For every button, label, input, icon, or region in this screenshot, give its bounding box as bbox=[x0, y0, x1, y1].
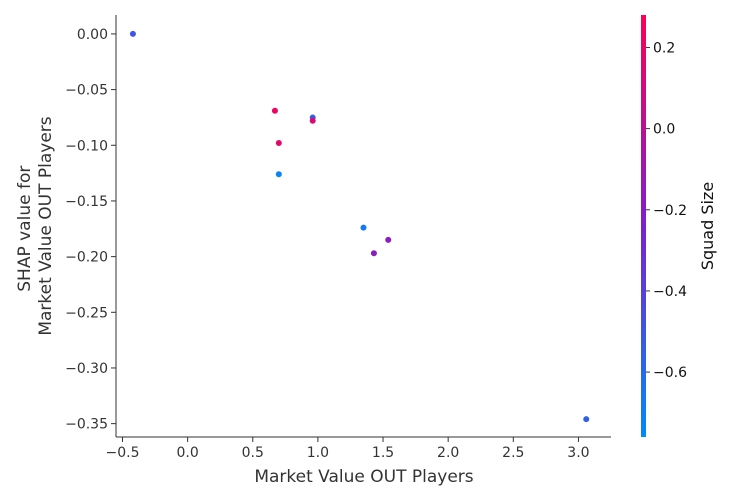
scatter-point bbox=[370, 250, 377, 257]
scatter-point bbox=[129, 30, 136, 37]
x-tick-label: 1.0 bbox=[307, 445, 329, 461]
scatter-point bbox=[385, 236, 392, 243]
colorbar-tick-label: 0.0 bbox=[653, 122, 675, 138]
colorbar-tick-label: 0.2 bbox=[653, 40, 675, 56]
y-tick-label: −0.35 bbox=[65, 417, 108, 433]
scatter-point bbox=[275, 171, 282, 178]
x-tick-label: 2.0 bbox=[437, 445, 459, 461]
y-axis-title-line-2: Market Value OUT Players bbox=[36, 116, 56, 335]
y-axis-title: SHAP value for Market Value OUT Players bbox=[15, 116, 56, 335]
scatter-point bbox=[275, 140, 282, 147]
scatter-point bbox=[360, 224, 367, 231]
scatter-point bbox=[309, 117, 316, 124]
scatter-point bbox=[583, 416, 590, 423]
x-tick-label: −0.5 bbox=[106, 445, 140, 461]
x-axis: −0.5 0.0 0.5 1.0 1.5 2.0 2.5 3.0 bbox=[106, 436, 611, 461]
y-tick-label: −0.20 bbox=[65, 250, 108, 266]
scatter-points bbox=[129, 30, 590, 423]
colorbar-tick-label: −0.2 bbox=[653, 203, 687, 219]
colorbar-tick-label: −0.4 bbox=[653, 284, 687, 300]
colorbar-gradient bbox=[641, 15, 646, 437]
y-tick-label: −0.05 bbox=[65, 83, 108, 99]
colorbar: 0.2 0.0 −0.2 −0.4 −0.6 Squad Size bbox=[641, 15, 717, 437]
colorbar-tick-label: −0.6 bbox=[653, 365, 687, 381]
y-tick-label: −0.30 bbox=[65, 361, 108, 377]
x-tick-label: 0.5 bbox=[242, 445, 264, 461]
y-axis: 0.00 −0.05 −0.10 −0.15 −0.20 −0.25 −0.30 −0.35 bbox=[65, 15, 117, 437]
y-tick-label: −0.25 bbox=[65, 305, 108, 321]
x-tick-label: 0.0 bbox=[177, 445, 199, 461]
x-tick-label: 1.5 bbox=[372, 445, 394, 461]
y-tick-label: 0.00 bbox=[77, 27, 108, 43]
colorbar-ticks: 0.2 0.0 −0.2 −0.4 −0.6 bbox=[646, 40, 687, 381]
scatter-point bbox=[271, 107, 278, 114]
x-tick-label: 2.5 bbox=[502, 445, 524, 461]
y-tick-label: −0.10 bbox=[65, 138, 108, 154]
x-axis-title: Market Value OUT Players bbox=[254, 467, 473, 487]
y-axis-title-line-1: SHAP value for bbox=[15, 166, 35, 292]
y-tick-label: −0.15 bbox=[65, 194, 108, 210]
colorbar-title: Squad Size bbox=[698, 182, 717, 270]
x-tick-label: 3.0 bbox=[567, 445, 589, 461]
